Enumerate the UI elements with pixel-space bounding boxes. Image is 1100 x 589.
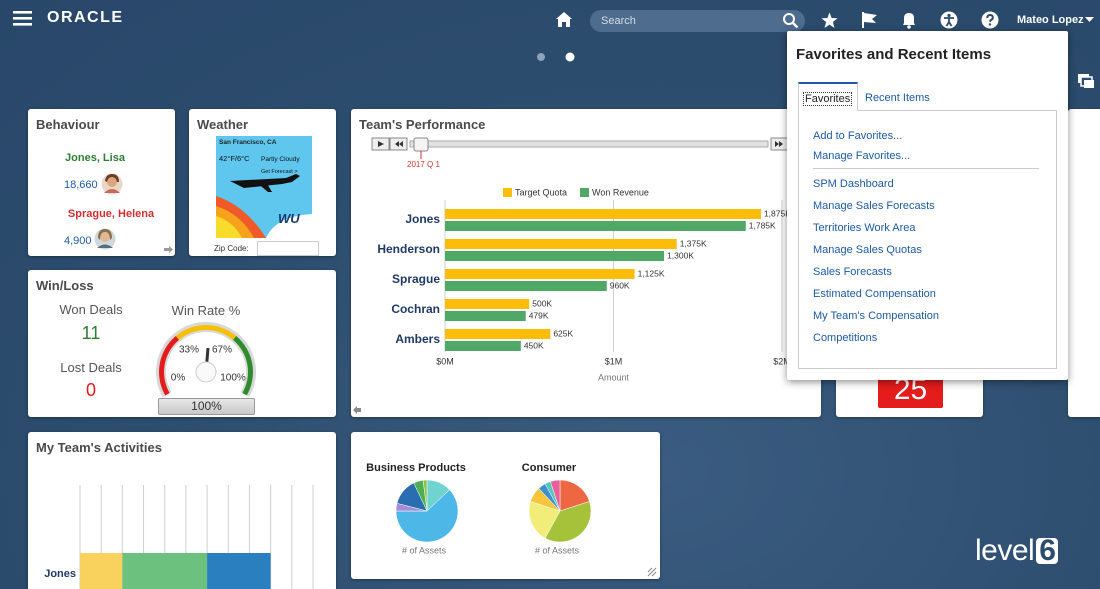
watermark-text: level xyxy=(975,534,1035,567)
page-dot-active[interactable] xyxy=(565,52,575,62)
help-icon[interactable] xyxy=(981,11,999,29)
gauge-value: 100% xyxy=(158,398,255,415)
logo[interactable]: ORACLE xyxy=(47,9,124,26)
favorite-item[interactable]: Estimated Compensation xyxy=(813,288,936,300)
favorite-item[interactable]: Sales Forecasts xyxy=(813,266,892,278)
card-title: Team's Performance xyxy=(359,117,486,132)
weather-temperature: 42°F/6°C xyxy=(219,154,250,163)
flag-icon[interactable] xyxy=(861,11,879,29)
weather-city: San Francisco, CA xyxy=(219,139,277,146)
weather-graphic xyxy=(216,174,312,238)
favorite-item[interactable]: Manage Sales Forecasts xyxy=(813,200,935,212)
person-name[interactable]: Sprague, Helena xyxy=(67,208,155,220)
card-title: Behaviour xyxy=(36,117,100,132)
won-value: 11 xyxy=(81,323,101,343)
weather-condition: Partly Cloudy xyxy=(261,156,300,163)
person-value: 4,900 xyxy=(64,235,92,247)
tab-label: Favorites xyxy=(803,92,853,106)
win-rate-label: Win Rate % xyxy=(171,303,241,318)
user-menu[interactable]: Mateo Lopez xyxy=(1017,14,1084,26)
team-performance-card: Team's Performance 2017 Q 1 xyxy=(351,109,821,417)
forecast-link[interactable]: Get Forecast > xyxy=(261,169,298,175)
behaviour-card: Behaviour Jones, Lisa 18,660 Sprague, He… xyxy=(28,109,175,256)
menu-button[interactable] xyxy=(13,11,32,26)
page-indicator xyxy=(537,52,575,62)
user-menu-caret[interactable] xyxy=(1085,17,1094,23)
card-title: Win/Loss xyxy=(36,278,94,293)
activities-card: My Team's Activities xyxy=(28,432,336,589)
time-slider xyxy=(353,137,789,414)
slider-handle[interactable] xyxy=(413,137,429,152)
zip-label: Zip Code: xyxy=(214,244,249,253)
tab[interactable]: Recent Items xyxy=(865,92,930,104)
favorite-item[interactable]: Territories Work Area xyxy=(813,222,916,234)
lost-label: Lost Deals xyxy=(60,360,122,375)
notifications-icon[interactable] xyxy=(900,11,918,29)
weather-brand: WU xyxy=(278,211,300,226)
separator xyxy=(813,168,1039,169)
search-box[interactable]: Search xyxy=(590,10,805,32)
favorite-item[interactable]: My Team's Compensation xyxy=(813,310,940,322)
person-value: 18,660 xyxy=(64,179,98,191)
lost-value: 0 xyxy=(85,380,96,400)
weather-widget[interactable]: San Francisco, CA 42°F/6°C Partly Cloudy… xyxy=(216,136,312,238)
favorite-item[interactable]: Competitions xyxy=(813,332,878,344)
favorite-item[interactable]: SPM Dashboard xyxy=(813,178,894,190)
home-icon[interactable] xyxy=(555,11,573,28)
favorites-popup: Favorites and Recent Items Favorites Rec… xyxy=(787,31,1068,380)
accessibility-icon[interactable] xyxy=(940,11,958,29)
slider-track[interactable] xyxy=(409,140,769,148)
card-title: Weather xyxy=(197,117,249,132)
expand-arrow[interactable] xyxy=(164,246,173,253)
win-loss-card: Win/Loss Won Deals 11 Lost Deals 0 Win R… xyxy=(28,270,336,417)
person-name[interactable]: Jones, Lisa xyxy=(65,152,125,164)
header: ORACLE Search Mateo Lopez xyxy=(0,0,1100,42)
partial-card xyxy=(1068,109,1100,417)
search-icon[interactable] xyxy=(782,12,799,29)
popup-panel: Add to Favorites... Manage Favorites... SP… xyxy=(798,110,1057,369)
search-placeholder: Search xyxy=(601,15,636,27)
stack-icon[interactable] xyxy=(1076,72,1096,90)
weather-card: Weather San Francisco, CA 42°F/6°C Partl… xyxy=(189,109,336,256)
tab-active[interactable]: Favorites xyxy=(798,82,858,111)
avatar xyxy=(101,173,123,195)
won-label: Won Deals xyxy=(59,302,123,317)
zip-input[interactable] xyxy=(257,241,319,256)
popup-action[interactable]: Add to Favorites... xyxy=(813,130,903,142)
resize-icon[interactable] xyxy=(647,567,657,577)
install-base-card xyxy=(351,432,660,579)
popup-action[interactable]: Manage Favorites... xyxy=(813,150,911,162)
favorites-icon[interactable] xyxy=(821,12,838,29)
period-label: 2017 Q 1 xyxy=(407,160,440,169)
watermark-digit: 6 xyxy=(1036,536,1059,566)
page-dot[interactable] xyxy=(537,53,545,61)
avatar xyxy=(94,228,116,250)
card-title: My Team's Activities xyxy=(36,440,162,455)
popup-title: Favorites and Recent Items xyxy=(796,46,992,63)
watermark: level 6 xyxy=(975,534,1059,568)
favorite-item[interactable]: Manage Sales Quotas xyxy=(813,244,922,256)
